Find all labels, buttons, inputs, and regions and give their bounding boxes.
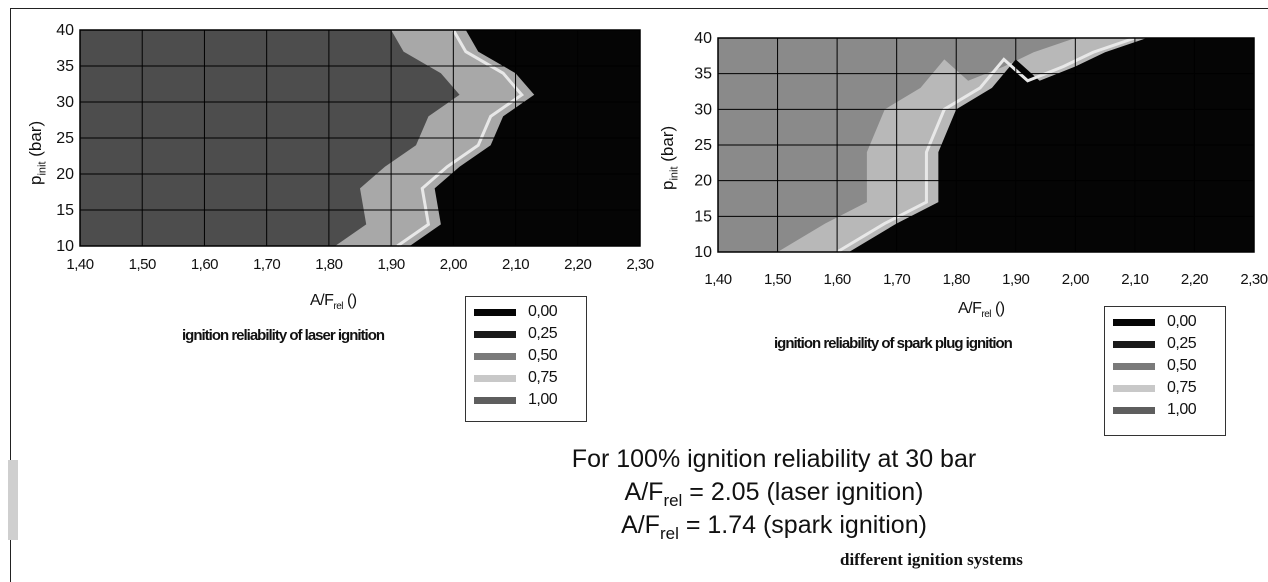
- chart1-legend: 0,00 0,25 0,50 0,75 1,00: [465, 296, 587, 422]
- legend-swatch: [474, 352, 516, 360]
- legend-label: 0,25: [528, 325, 558, 342]
- legend-swatch: [474, 374, 516, 382]
- chart2-x-axis-label-sub: rel: [981, 309, 992, 321]
- chart2-x-tick-label: 2,30: [1240, 271, 1267, 288]
- chart1-boundary-line: [396, 29, 525, 248]
- legend-item: 0,25: [474, 323, 578, 345]
- chart2-x-tick-label: 1,80: [943, 271, 970, 288]
- note-line-3-main: A/F: [621, 511, 660, 539]
- chart1-x-tick-label: 1,50: [129, 256, 156, 273]
- legend-label: 0,00: [528, 303, 558, 320]
- chart2-plot-border: [717, 37, 1255, 253]
- legend-swatch: [1113, 384, 1155, 392]
- chart2-y-axis-label-unit: (bar): [658, 125, 677, 162]
- top-border: [10, 8, 1268, 9]
- chart2-x-axis-label-unit: (): [994, 300, 1005, 317]
- chart1-x-tick-label: 1,80: [315, 256, 342, 273]
- chart1-x-tick-label: 1,60: [191, 256, 218, 273]
- chart2-y-axis-label-sub: init: [668, 166, 681, 181]
- note-line-1: For 100% ignition reliability at 30 bar: [571, 445, 977, 473]
- chart1-y-tick-label: 30: [56, 94, 74, 111]
- chart2-y-tick-label: 10: [694, 244, 712, 261]
- legend-label: 0,00: [1167, 313, 1197, 330]
- chart1-y-tick-label: 15: [56, 202, 74, 219]
- chart2-y-tick-label: 35: [694, 66, 712, 83]
- note-line-3-sub: rel: [659, 524, 679, 543]
- note-line-2-main: A/F: [624, 478, 664, 506]
- legend-swatch: [474, 308, 516, 316]
- legend-label: 0,75: [528, 369, 558, 386]
- legend-swatch: [474, 396, 516, 404]
- note-line-2-sub: rel: [663, 491, 683, 510]
- chart1-y-axis-label: pinit (bar): [26, 120, 49, 185]
- chart1-y-tick-label: 10: [56, 238, 74, 255]
- legend-label: 0,25: [1167, 335, 1197, 352]
- chart1-caption: ignition reliability of laser ignition: [182, 327, 385, 344]
- scan-artifact: [8, 460, 18, 540]
- note-line-2-rest: = 2.05 (laser ignition): [682, 478, 924, 506]
- chart1-x-tick-label: 2,10: [502, 256, 529, 273]
- chart2-caption: ignition reliability of spark plug ignit…: [774, 335, 1013, 352]
- chart2-y-tick-label: 15: [694, 208, 712, 225]
- chart1-y-tick-label: 40: [56, 22, 74, 39]
- legend-item: 1,00: [1113, 399, 1217, 421]
- chart1-y-tick-label: 20: [56, 166, 74, 183]
- chart1-y-axis-label-sub: init: [36, 161, 49, 176]
- chart2-y-tick-label: 40: [694, 30, 712, 47]
- legend-item: 0,50: [1113, 355, 1217, 377]
- legend-item: 0,75: [474, 367, 578, 389]
- chart2-legend: 0,00 0,25 0,50 0,75 1,00: [1104, 306, 1226, 436]
- legend-item: 0,00: [474, 301, 578, 323]
- chart2-y-tick-label: 30: [694, 101, 712, 118]
- legend-swatch: [1113, 406, 1155, 414]
- legend-label: 1,00: [1167, 401, 1197, 418]
- chart1-x-tick-label: 1,90: [378, 256, 405, 273]
- legend-item: 0,75: [1113, 377, 1217, 399]
- chart2-x-tick-label: 2,20: [1181, 271, 1208, 288]
- footer-caption: different ignition systems: [840, 550, 1023, 569]
- chart1-x-tick-label: 1,70: [253, 256, 280, 273]
- legend-label: 0,50: [1167, 357, 1197, 374]
- chart2-y-tick-label: 20: [694, 173, 712, 190]
- chart2-y-tick-label: 25: [694, 137, 712, 154]
- legend-swatch: [1113, 362, 1155, 370]
- chart2-x-tick-label: 1,70: [883, 271, 910, 288]
- chart1-x-tick-label: 2,30: [626, 256, 653, 273]
- chart1-x-axis-label: A/Frel (): [310, 292, 357, 313]
- chart2-x-tick-label: 1,40: [704, 271, 731, 288]
- legend-item: 0,25: [1113, 333, 1217, 355]
- chart1-plot-border: [79, 29, 641, 247]
- chart1-x-tick-label: 2,00: [440, 256, 467, 273]
- left-border: [10, 8, 11, 582]
- chart2-x-tick-label: 1,50: [764, 271, 791, 288]
- legend-swatch: [1113, 318, 1155, 326]
- chart2-x-tick-label: 1,90: [1002, 271, 1029, 288]
- note-line-3: A/Frel = 1.74 (spark ignition): [140, 509, 1268, 550]
- legend-item: 0,00: [1113, 311, 1217, 333]
- legend-label: 0,50: [528, 347, 558, 364]
- chart2-x-tick-label: 2,10: [1121, 271, 1148, 288]
- chart1-x-axis-label-sub: rel: [333, 301, 344, 313]
- chart1-y-tick-label: 25: [56, 130, 74, 147]
- chart2-x-axis-label: A/Frel (): [958, 300, 1005, 321]
- chart2-y-axis-label: pinit (bar): [658, 125, 681, 190]
- chart2-x-tick-label: 1,60: [824, 271, 851, 288]
- chart1-y-axis-label-unit: (bar): [26, 120, 45, 157]
- legend-label: 0,75: [1167, 379, 1197, 396]
- note-line-3-rest: = 1.74 (spark ignition): [678, 511, 927, 539]
- chart1-x-tick-label: 1,40: [66, 256, 93, 273]
- legend-item: 0,50: [474, 345, 578, 367]
- legend-swatch: [1113, 340, 1155, 348]
- chart1-y-tick-label: 35: [56, 58, 74, 75]
- chart1-x-axis-label-unit: (): [346, 292, 357, 309]
- legend-item: 1,00: [474, 389, 578, 411]
- chart1-x-tick-label: 2,20: [564, 256, 591, 273]
- chart2-x-tick-label: 2,00: [1062, 271, 1089, 288]
- chart2-boundary-line: [836, 36, 1136, 254]
- legend-label: 1,00: [528, 391, 558, 408]
- legend-swatch: [474, 330, 516, 338]
- note-line-2: A/Frel = 2.05 (laser ignition): [140, 476, 1268, 517]
